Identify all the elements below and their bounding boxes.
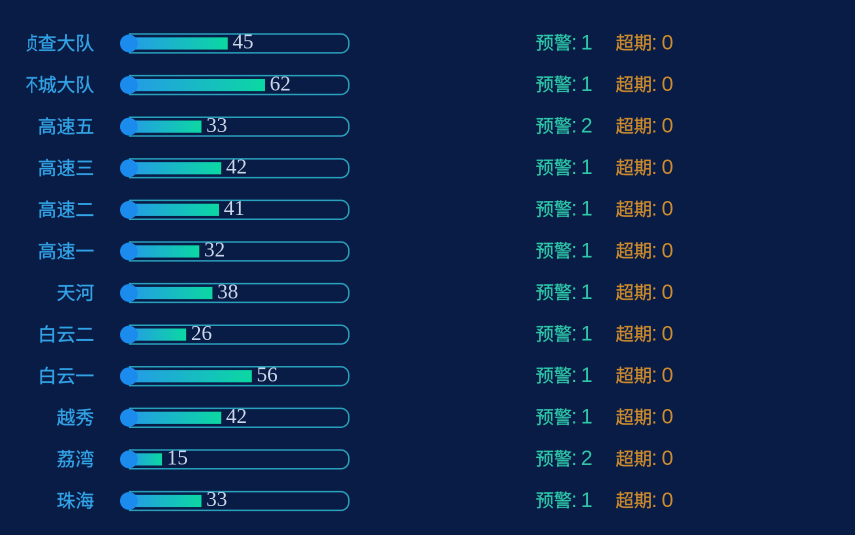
svg-text:0: 0	[662, 364, 674, 387]
svg-text:1: 1	[581, 322, 593, 345]
svg-text:1: 1	[581, 406, 593, 429]
svg-text::: :	[651, 447, 657, 470]
svg-text::: :	[651, 114, 657, 137]
svg-text::: :	[571, 156, 577, 179]
svg-text:0: 0	[662, 73, 674, 96]
svg-text:32: 32	[204, 238, 225, 262]
svg-text:0: 0	[662, 489, 674, 512]
svg-text:0: 0	[662, 198, 674, 221]
svg-text::: :	[651, 406, 657, 429]
svg-text::: :	[571, 364, 577, 387]
svg-text:2: 2	[581, 114, 593, 137]
svg-text::: :	[571, 281, 577, 304]
svg-text:38: 38	[217, 279, 238, 303]
svg-text::: :	[651, 31, 657, 54]
svg-text::: :	[651, 73, 657, 96]
svg-text:33: 33	[206, 487, 227, 511]
svg-text:56: 56	[257, 362, 278, 386]
svg-text::: :	[571, 447, 577, 470]
svg-text::: :	[571, 239, 577, 262]
svg-text:45: 45	[233, 30, 254, 54]
svg-text:0: 0	[662, 156, 674, 179]
svg-text:1: 1	[581, 73, 593, 96]
svg-text:0: 0	[662, 406, 674, 429]
svg-text:0: 0	[662, 322, 674, 345]
svg-text:1: 1	[581, 489, 593, 512]
svg-text:33: 33	[206, 113, 227, 137]
svg-text::: :	[571, 114, 577, 137]
svg-text::: :	[571, 198, 577, 221]
svg-text:15: 15	[167, 446, 188, 470]
svg-text:1: 1	[581, 239, 593, 262]
svg-text::: :	[651, 239, 657, 262]
svg-text:0: 0	[662, 31, 674, 54]
svg-text:0: 0	[662, 281, 674, 304]
svg-text:41: 41	[224, 196, 245, 220]
svg-text:2: 2	[581, 447, 593, 470]
svg-text:1: 1	[581, 281, 593, 304]
svg-text:0: 0	[662, 114, 674, 137]
svg-text:0: 0	[662, 447, 674, 470]
svg-text:62: 62	[270, 71, 291, 95]
svg-text:1: 1	[581, 31, 593, 54]
svg-text:0: 0	[662, 239, 674, 262]
svg-text::: :	[571, 489, 577, 512]
svg-text:1: 1	[581, 156, 593, 179]
svg-text::: :	[651, 156, 657, 179]
svg-text::: :	[651, 322, 657, 345]
svg-text:1: 1	[581, 198, 593, 221]
svg-text::: :	[571, 406, 577, 429]
svg-text::: :	[571, 73, 577, 96]
svg-text::: :	[651, 364, 657, 387]
svg-text:26: 26	[191, 321, 212, 345]
svg-text::: :	[571, 31, 577, 54]
svg-text::: :	[651, 489, 657, 512]
svg-text::: :	[571, 322, 577, 345]
svg-text:42: 42	[226, 404, 247, 428]
svg-text:1: 1	[581, 364, 593, 387]
svg-text:42: 42	[226, 154, 247, 178]
svg-text::: :	[651, 198, 657, 221]
svg-text::: :	[651, 281, 657, 304]
